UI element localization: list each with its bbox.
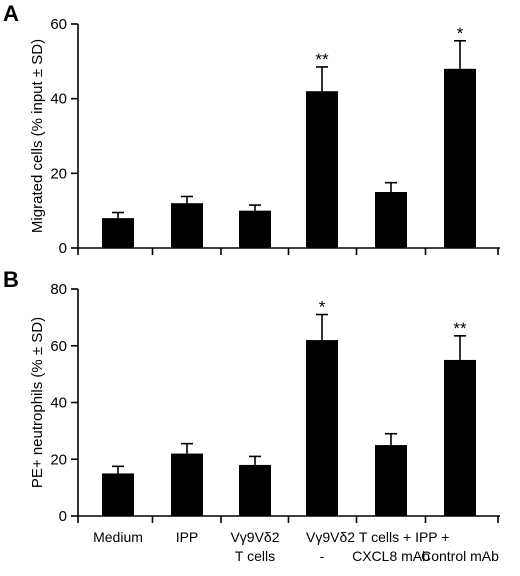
y-tick-label: 40 xyxy=(50,91,67,108)
y-tick-label: 20 xyxy=(50,165,67,182)
significance-marker: ** xyxy=(453,319,467,338)
bar xyxy=(102,473,134,516)
x-category-label: Control mAb xyxy=(421,548,499,564)
bar xyxy=(444,359,476,516)
y-tick-label: 80 xyxy=(50,281,67,298)
bar xyxy=(306,91,338,248)
bar xyxy=(239,464,271,516)
x-category-label: Medium xyxy=(93,529,143,545)
panel-letter: A xyxy=(3,1,19,26)
significance-marker: ** xyxy=(315,50,329,69)
bar xyxy=(239,210,271,248)
x-category-label: Vγ9Vδ2 T cells + IPP + xyxy=(306,529,449,545)
y-tick-label: 20 xyxy=(50,451,67,468)
x-category-label: Vγ9Vδ2 xyxy=(230,529,279,545)
significance-marker: * xyxy=(457,24,464,43)
bar xyxy=(171,453,203,516)
y-tick-label: 60 xyxy=(50,338,67,355)
x-category-label: T cells xyxy=(235,548,275,564)
y-tick-label: 0 xyxy=(59,508,67,525)
bar xyxy=(102,218,134,248)
bar xyxy=(375,445,407,516)
y-tick-label: 60 xyxy=(50,16,67,33)
significance-marker: * xyxy=(319,298,326,317)
x-category-label: CXCL8 mAb xyxy=(352,548,430,564)
y-tick-label: 0 xyxy=(59,240,67,257)
x-category-label: - xyxy=(320,548,325,564)
y-axis-title: Migrated cells (% input ± SD) xyxy=(29,39,46,233)
panel-letter: B xyxy=(3,267,19,292)
bar xyxy=(444,68,476,248)
bar xyxy=(306,340,338,516)
bar xyxy=(375,192,407,248)
bar xyxy=(171,203,203,248)
y-axis-title: PE+ neutrophils (% ± SD) xyxy=(29,317,46,488)
y-tick-label: 40 xyxy=(50,395,67,412)
x-category-label: IPP xyxy=(176,529,199,545)
